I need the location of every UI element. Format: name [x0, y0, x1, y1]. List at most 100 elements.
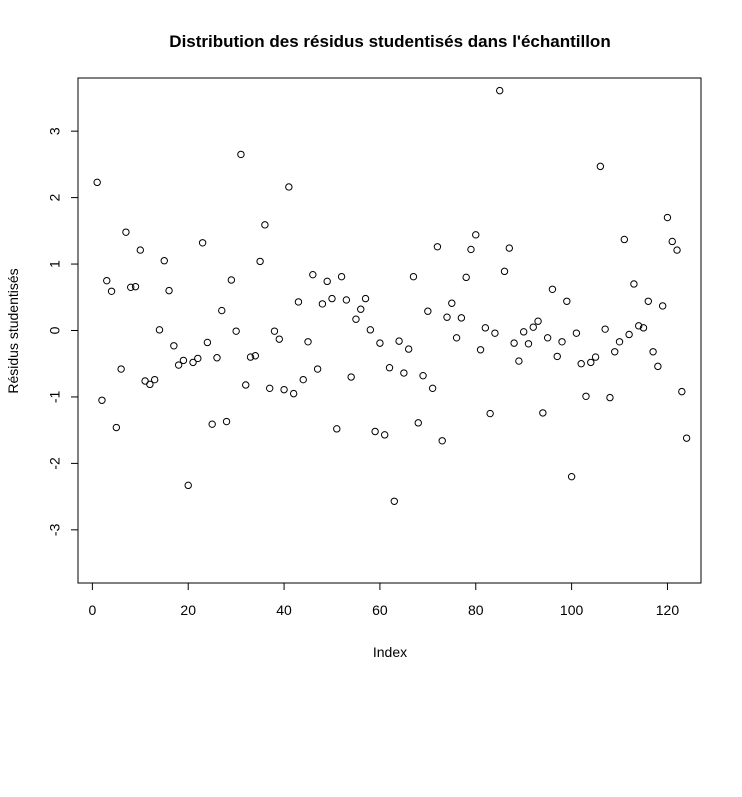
data-point [366, 326, 375, 334]
data-points [93, 86, 691, 505]
data-point [424, 307, 432, 315]
data-point [198, 239, 207, 247]
data-point [146, 380, 154, 389]
data-point [117, 365, 125, 373]
data-point [309, 270, 317, 279]
data-point [682, 434, 691, 442]
data-point [515, 357, 523, 365]
data-point [491, 329, 499, 337]
data-point [122, 228, 130, 236]
x-tick-label: 60 [372, 602, 388, 618]
data-point [644, 297, 652, 305]
data-point [553, 352, 561, 361]
data-point [505, 244, 514, 252]
data-point [678, 387, 686, 396]
data-point [347, 373, 355, 381]
data-point [663, 213, 672, 222]
data-point [625, 330, 633, 339]
data-point [155, 326, 164, 334]
data-point [275, 335, 283, 343]
data-point [615, 338, 624, 346]
data-point [381, 431, 389, 439]
data-point [385, 364, 394, 372]
data-point [428, 384, 437, 393]
data-point [467, 245, 475, 254]
y-tick-label: -3 [47, 523, 63, 536]
data-point [376, 339, 384, 347]
data-point [237, 150, 245, 159]
data-point [313, 365, 322, 373]
data-point [208, 420, 216, 428]
data-point [194, 354, 202, 363]
data-point [654, 362, 662, 371]
data-point [242, 381, 250, 389]
data-point [500, 267, 509, 276]
data-point [357, 305, 365, 313]
data-point [462, 273, 470, 282]
y-axis: -3 -2 -1 0 1 2 3 [47, 127, 79, 536]
data-point [333, 425, 341, 433]
data-point [170, 342, 178, 350]
data-point [658, 302, 667, 310]
data-point [371, 427, 379, 436]
data-point [189, 358, 197, 367]
data-point [289, 389, 298, 398]
data-point [222, 417, 231, 426]
y-tick-label: 3 [47, 127, 63, 135]
data-point [409, 272, 418, 281]
y-tick-label: -2 [47, 457, 63, 470]
data-point [395, 337, 403, 345]
x-axis-label: Index [373, 644, 407, 660]
data-point [563, 297, 571, 305]
data-point [620, 235, 629, 244]
data-point [534, 317, 542, 325]
data-point [93, 178, 101, 187]
data-point [232, 327, 240, 335]
data-point [150, 375, 159, 384]
data-point [543, 334, 552, 342]
data-point [481, 324, 490, 332]
data-point [127, 283, 135, 292]
data-point [304, 338, 312, 346]
x-tick-label: 80 [468, 602, 484, 618]
y-tick-label: 0 [47, 326, 63, 334]
data-point [184, 481, 192, 490]
data-point [529, 323, 537, 331]
data-point [587, 358, 595, 367]
data-point [630, 280, 638, 288]
data-point [213, 354, 221, 362]
data-point [107, 287, 116, 295]
data-point [112, 423, 121, 432]
data-point [131, 282, 140, 291]
x-tick-label: 40 [276, 602, 292, 618]
data-point [299, 375, 307, 384]
data-point [649, 348, 657, 356]
data-point [673, 246, 681, 254]
data-point [174, 361, 183, 369]
data-point [572, 329, 581, 337]
data-point [433, 243, 442, 251]
data-point [227, 276, 236, 284]
data-point [256, 257, 264, 266]
x-tick-label: 0 [88, 602, 96, 618]
data-point [639, 324, 648, 332]
data-point [342, 296, 351, 304]
data-point [476, 346, 485, 354]
data-point [472, 231, 480, 239]
data-point [136, 246, 145, 254]
data-point [203, 338, 212, 347]
data-point [323, 277, 331, 286]
data-point [519, 328, 528, 336]
data-point [179, 356, 188, 365]
data-point [285, 183, 293, 191]
data-point [414, 419, 422, 427]
data-point [510, 339, 518, 347]
data-point [591, 353, 600, 361]
x-tick-label: 100 [560, 602, 584, 618]
data-point [596, 162, 605, 171]
data-point [218, 306, 226, 315]
data-point [261, 221, 269, 229]
data-point [280, 385, 288, 394]
data-point [328, 294, 336, 303]
